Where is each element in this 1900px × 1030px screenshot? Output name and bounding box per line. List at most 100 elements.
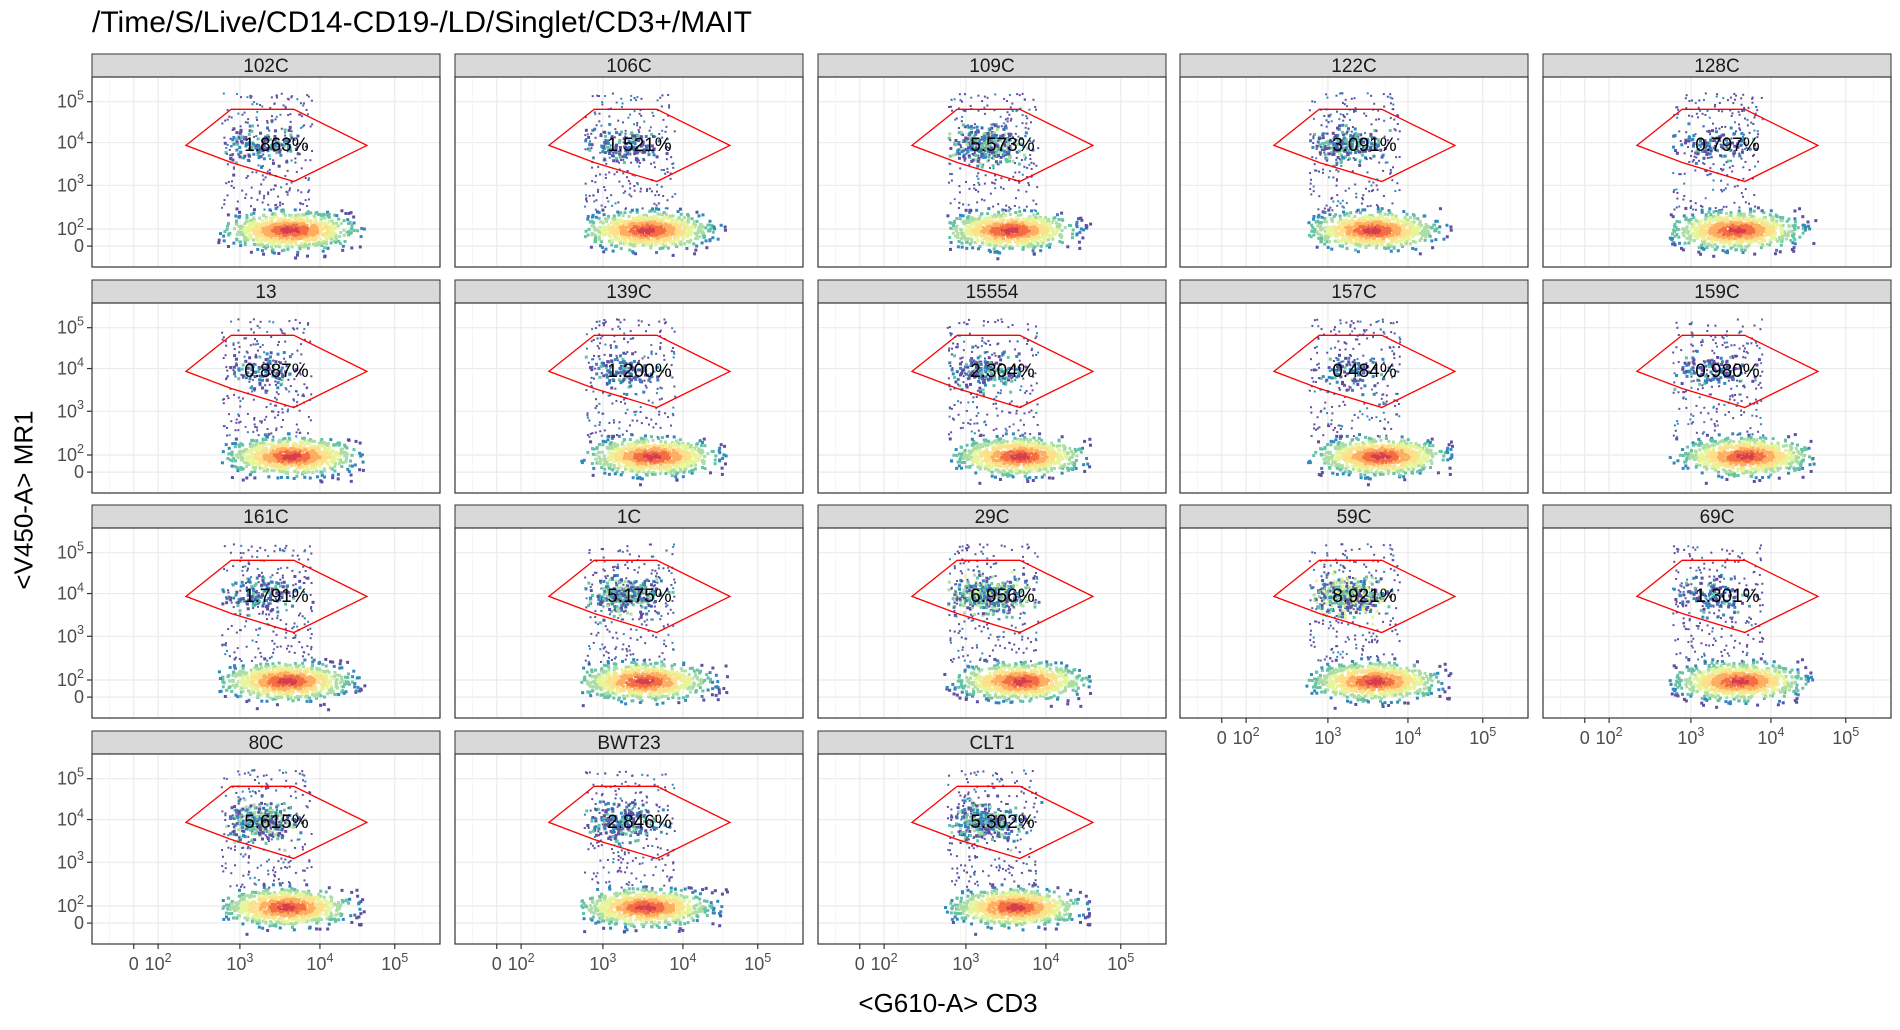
- facet-panel: BWT23 2.846% 0 102 103 104 105: [454, 730, 804, 974]
- facet-panel: 122C 3.091%: [1179, 53, 1529, 268]
- y-tick-label: 0: [74, 913, 84, 933]
- event-cloud: [1668, 544, 1815, 709]
- y-tick-label: 105: [57, 540, 84, 563]
- facet-panel: 157C 0.484%: [1179, 279, 1529, 494]
- gate-polygon: [1635, 559, 1820, 634]
- facet-panel: 15554 2.304%: [817, 279, 1167, 494]
- gate-percent-label: 1.301%: [1695, 586, 1760, 607]
- facet-panel: 1C 5.175%: [454, 504, 804, 719]
- gate-polygon: [547, 108, 732, 183]
- gate-polygon: [1272, 334, 1457, 409]
- gate-percent-label: 1.521%: [607, 135, 672, 156]
- y-tick-label: 102: [57, 667, 84, 690]
- gate-polygon: [547, 559, 732, 634]
- facet-strip-label: 29C: [975, 507, 1010, 528]
- chart-title: /Time/S/Live/CD14-CD19-/LD/Singlet/CD3+/…: [92, 6, 752, 40]
- x-tick-label: 104: [306, 951, 333, 974]
- gate-percent-label: 5.573%: [970, 135, 1035, 156]
- gate-percent-label: 0.980%: [1695, 361, 1760, 382]
- facet-strip-label: 106C: [606, 56, 651, 77]
- facet-strip-label: 80C: [249, 733, 284, 754]
- x-tick-label: 0: [1217, 728, 1227, 748]
- y-tick-label: 102: [57, 216, 84, 239]
- event-cloud: [946, 92, 1093, 261]
- facet-strip-label: 122C: [1331, 56, 1376, 77]
- facet-strip-label: 13: [255, 282, 276, 303]
- x-tick-label: 105: [1832, 725, 1859, 748]
- event-cloud: [583, 92, 727, 257]
- event-cloud: [943, 769, 1092, 936]
- facet-panel: 59C 8.921% 0 102 103 104 105: [1179, 504, 1529, 748]
- facet-strip-label: 1C: [617, 507, 641, 528]
- gate-percent-label: 0.887%: [244, 361, 309, 382]
- gate-polygon: [910, 559, 1095, 634]
- gate-polygon: [184, 785, 369, 860]
- gate-percent-label: 5.175%: [607, 586, 672, 607]
- y-tick-label: 103: [57, 623, 84, 646]
- x-tick-label: 103: [589, 951, 616, 974]
- gate-percent-label: 6.956%: [970, 586, 1035, 607]
- facet-panel: 29C 6.956%: [817, 504, 1167, 719]
- x-tick-label: 0: [855, 954, 865, 974]
- x-tick-label: 102: [1233, 725, 1260, 748]
- facet-strip-label: 109C: [969, 56, 1014, 77]
- x-axis-label: <G610-A> CD3: [858, 988, 1037, 1018]
- facet-panel: 128C 0.797%: [1542, 53, 1892, 268]
- gate-percent-label: 2.304%: [970, 361, 1035, 382]
- x-tick-label: 105: [1469, 725, 1496, 748]
- event-cloud: [220, 769, 366, 936]
- grid: [1180, 77, 1528, 267]
- x-tick-label: 104: [1757, 725, 1784, 748]
- y-tick-label: 104: [57, 580, 84, 603]
- x-tick-label: 103: [952, 951, 979, 974]
- gate-percent-label: 2.846%: [607, 812, 672, 833]
- facet-strip-label: 102C: [243, 56, 288, 77]
- gate-percent-label: 5.615%: [244, 812, 309, 833]
- y-tick-label: 102: [57, 893, 84, 916]
- gate-polygon: [1272, 108, 1457, 183]
- event-cloud: [1668, 318, 1816, 485]
- facet-panel: 159C 0.980%: [1542, 279, 1892, 494]
- gate-polygon: [1272, 559, 1457, 634]
- facet-strip-label: 69C: [1700, 507, 1735, 528]
- gate-percent-label: 5.302%: [970, 812, 1035, 833]
- x-tick-label: 103: [1677, 725, 1704, 748]
- event-cloud: [1305, 543, 1453, 710]
- gate-polygon: [184, 334, 369, 409]
- x-tick-label: 0: [1580, 728, 1590, 748]
- y-tick-label: 103: [57, 398, 84, 421]
- event-cloud: [220, 318, 365, 484]
- gate-polygon: [910, 785, 1095, 860]
- y-tick-label: 102: [57, 442, 84, 465]
- facet-strip-label: 161C: [243, 507, 288, 528]
- event-cloud: [217, 543, 367, 712]
- gate-polygon: [1635, 334, 1820, 409]
- x-tick-label: 105: [744, 951, 771, 974]
- y-tick-label: 0: [74, 462, 84, 482]
- x-tick-label: 104: [669, 951, 696, 974]
- gate-polygon: [547, 785, 732, 860]
- facet-panel: 69C 1.301% 0 102 103 104 105: [1542, 504, 1892, 748]
- x-tick-label: 0: [129, 954, 139, 974]
- y-axis-label: <V450-A> MR1: [9, 410, 40, 589]
- gate-polygon: [547, 334, 732, 409]
- x-tick-label: 102: [508, 951, 535, 974]
- y-tick-label: 104: [57, 806, 84, 829]
- y-tick-label: 104: [57, 129, 84, 152]
- event-cloud: [1668, 92, 1818, 258]
- facet-strip-label: 128C: [1694, 56, 1739, 77]
- gate-polygon: [184, 559, 369, 634]
- x-tick-label: 103: [1314, 725, 1341, 748]
- x-tick-label: 102: [871, 951, 898, 974]
- gate-polygon: [910, 334, 1095, 409]
- gate-percent-label: 1.863%: [244, 135, 309, 156]
- event-cloud: [217, 92, 366, 260]
- facet-strip-label: 157C: [1331, 282, 1376, 303]
- y-tick-label: 103: [57, 849, 84, 872]
- facet-strip-label: BWT23: [597, 733, 660, 754]
- gate-percent-label: 1.791%: [244, 586, 309, 607]
